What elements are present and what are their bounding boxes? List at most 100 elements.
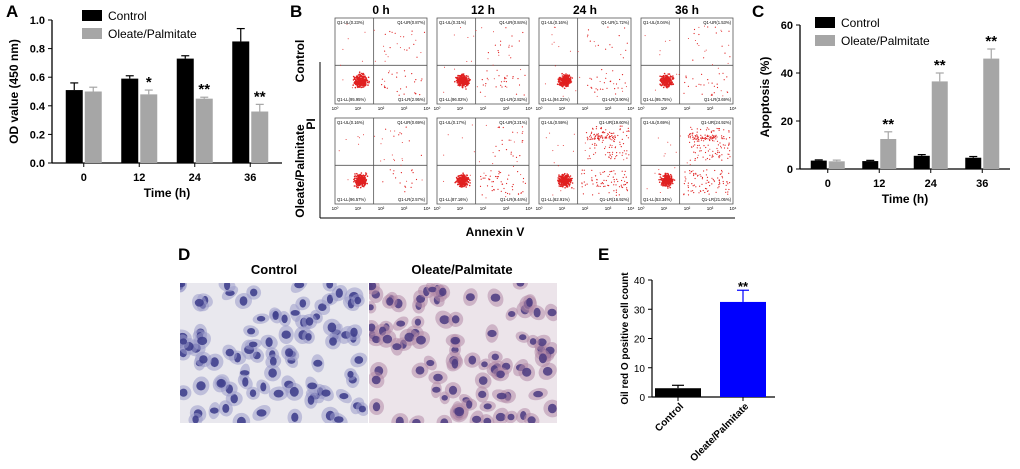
flow-dot: [717, 177, 719, 179]
flow-dot: [684, 171, 686, 173]
flow-dot: [713, 92, 715, 94]
flow-dot: [515, 156, 518, 158]
flow-dot: [672, 77, 675, 79]
flow-dot: [674, 167, 676, 169]
flow-dot: [364, 79, 367, 82]
flow-dot: [384, 50, 386, 52]
flow-dot: [719, 173, 721, 175]
flow-dot: [705, 146, 707, 149]
flow-dot: [600, 135, 602, 137]
bar-treated: [84, 91, 102, 163]
flow-dot: [443, 154, 445, 156]
flow-dot: [584, 184, 586, 186]
flow-dot: [492, 163, 494, 165]
flow-dot: [493, 189, 495, 191]
flow-dot: [469, 174, 471, 176]
flow-plot-control-2: Q1-UL(0.16%) Q1-UR(1.72%) Q1-LL(94.22%) Q1-…: [536, 17, 635, 111]
quadrant-label-ur: Q1-UR(1.53%): [703, 20, 731, 25]
flow-dot: [590, 138, 592, 140]
cell-nucleus: [216, 378, 226, 388]
flow-tick-label: 10³: [605, 106, 612, 111]
flow-dot: [461, 179, 463, 181]
flow-dot: [693, 28, 696, 31]
flow-dot: [502, 126, 504, 129]
flow-dot: [444, 66, 445, 68]
flow-dot: [669, 173, 672, 176]
flow-dot: [465, 83, 467, 85]
flow-dot: [621, 179, 623, 182]
flow-dot: [706, 135, 708, 138]
flow-dot: [461, 174, 463, 176]
flow-tick-label: 10²: [378, 206, 385, 211]
flow-dot: [717, 187, 719, 189]
flow-dot: [485, 83, 487, 85]
flow-dot: [400, 172, 402, 174]
flow-dot: [557, 81, 560, 83]
flow-dot: [362, 83, 365, 85]
flow-dot: [626, 190, 628, 192]
flow-dot: [396, 76, 398, 78]
flow-dot: [701, 178, 703, 180]
y-tick-label: 0.4: [30, 101, 46, 113]
flow-dot: [355, 79, 357, 81]
flow-dot: [726, 91, 728, 93]
flow-dot: [460, 186, 463, 188]
flow-dot: [521, 140, 523, 142]
flow-dot: [511, 45, 513, 47]
cell-nucleus: [441, 395, 448, 401]
flow-dot: [509, 193, 511, 195]
flow-dot: [728, 172, 730, 174]
flow-dot: [586, 136, 588, 138]
flow-dot: [720, 90, 722, 92]
cell-nucleus: [516, 283, 525, 287]
micrograph-control: [180, 283, 368, 423]
quadrant-label-ul: Q1-UL(0.16%): [541, 20, 569, 25]
cell-nucleus: [538, 353, 547, 364]
quadrant-label-ul: Q1-UL(0.17%): [439, 120, 467, 125]
flow-dot: [703, 170, 705, 172]
flow-dot: [695, 138, 698, 140]
flow-dot: [712, 130, 714, 132]
flow-dot: [411, 182, 413, 184]
flow-dot: [695, 173, 697, 175]
flow-dot: [467, 180, 469, 183]
flow-dot: [382, 181, 384, 183]
flow-dot: [467, 75, 469, 78]
flow-dot: [678, 74, 680, 75]
flow-dot: [461, 177, 463, 180]
flow-dot: [501, 139, 503, 141]
flow-dot: [606, 134, 608, 137]
flow-dot: [667, 181, 670, 183]
bar-control: [810, 160, 827, 169]
flow-dot: [612, 70, 614, 72]
flow-dot: [558, 183, 561, 186]
cell-nucleus: [490, 293, 501, 302]
flow-tick-label: 10²: [684, 106, 691, 111]
flow-dot: [708, 128, 710, 130]
flow-dot: [617, 134, 619, 137]
flow-dot: [346, 23, 348, 25]
flow-dot: [693, 137, 695, 139]
time-label: 36 h: [675, 3, 699, 17]
flow-dot: [457, 76, 459, 78]
flow-dot: [615, 146, 617, 148]
flow-dot: [598, 185, 600, 187]
legend-label-treated: Oleate/Palmitate: [841, 34, 930, 48]
flow-dot: [663, 175, 665, 177]
flow-dot: [462, 79, 465, 81]
panel-label-d: D: [178, 245, 191, 264]
cell-nucleus: [335, 288, 343, 298]
flow-dot: [366, 182, 368, 185]
flow-dot: [665, 78, 667, 81]
legend-label-treated: Oleate/Palmitate: [108, 27, 197, 41]
flow-dot: [561, 174, 563, 176]
flow-dot: [614, 135, 616, 137]
flow-dot: [600, 183, 602, 185]
flow-dot: [663, 72, 666, 75]
flow-dot: [501, 86, 503, 88]
flow-dot: [684, 81, 686, 84]
flow-dot: [597, 184, 599, 186]
cell-nucleus: [433, 373, 443, 382]
flow-dot: [524, 74, 526, 76]
flow-dot: [703, 84, 705, 86]
